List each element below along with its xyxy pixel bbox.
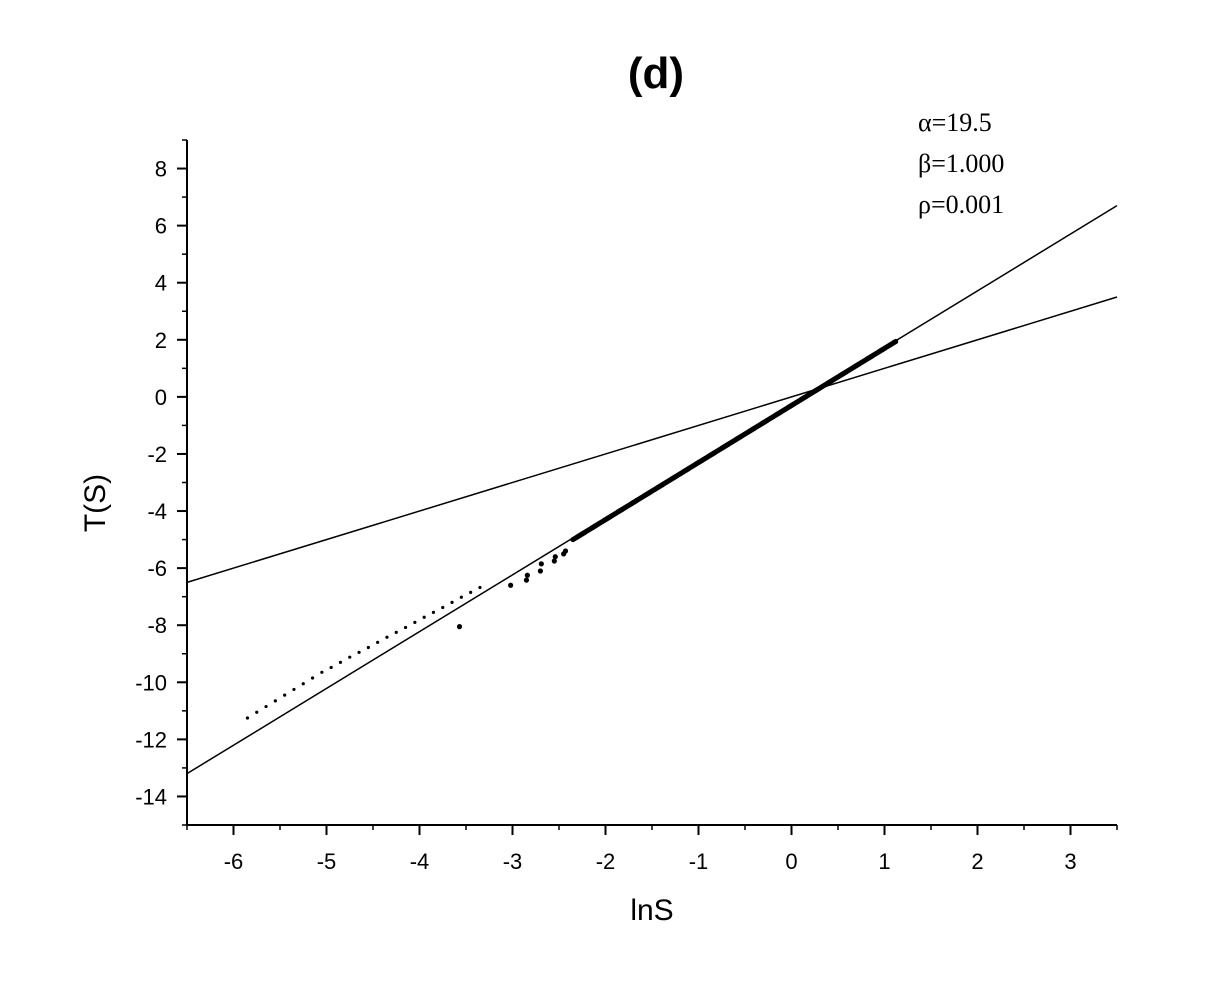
- data-point: [394, 630, 398, 634]
- x-axis-label: lnS: [630, 894, 673, 927]
- data-point: [478, 585, 482, 590]
- y-tick-label: 2: [155, 328, 167, 353]
- y-tick-label: 4: [155, 271, 167, 296]
- y-axis-label: T(S): [79, 474, 112, 532]
- data-point: [310, 676, 315, 680]
- y-tick-label: -10: [135, 670, 167, 695]
- x-tick-label: 3: [1064, 849, 1076, 874]
- x-tick-label: -6: [224, 849, 244, 874]
- annotation-beta: β=1.000: [918, 149, 1004, 178]
- data-point: [422, 615, 426, 619]
- data-point: [538, 561, 544, 567]
- data-point: [292, 687, 296, 692]
- data-point: [456, 624, 463, 630]
- data-point: [893, 338, 899, 345]
- x-tick-label: -1: [689, 849, 709, 874]
- data-point: [264, 704, 268, 709]
- annotation-rho: ρ=0.001: [918, 190, 1004, 219]
- data-point: [413, 620, 417, 624]
- y-tick-label: -8: [147, 613, 167, 638]
- annotation-alpha: α=19.5: [918, 108, 992, 137]
- data-point: [255, 710, 259, 714]
- data-point: [431, 610, 436, 614]
- x-tick-label: -4: [410, 849, 430, 874]
- data-point: [441, 605, 445, 610]
- data-point: [469, 590, 473, 594]
- data-point: [459, 595, 463, 599]
- x-tick-label: 0: [785, 849, 797, 874]
- data-point: [348, 655, 352, 659]
- data-point: [537, 568, 544, 574]
- y-tick-label: -4: [147, 499, 167, 524]
- x-tick-label: 2: [971, 849, 983, 874]
- data-point: [524, 572, 530, 578]
- data-point: [523, 577, 530, 583]
- x-tick-label: -3: [503, 849, 523, 874]
- data-point: [357, 650, 361, 654]
- data-point: [366, 645, 370, 650]
- data-point: [273, 699, 277, 703]
- data-point: [376, 640, 380, 644]
- chart-title: (d): [628, 49, 684, 98]
- data-point: [385, 635, 389, 639]
- y-tick-label: -14: [135, 784, 167, 809]
- data-point: [508, 582, 514, 588]
- data-point: [403, 625, 408, 630]
- data-point: [450, 600, 454, 604]
- y-tick-label: -6: [147, 556, 167, 581]
- x-tick-label: -2: [596, 849, 616, 874]
- data-point: [562, 548, 569, 554]
- y-tick-label: 0: [155, 385, 167, 410]
- y-tick-label: 8: [155, 157, 167, 182]
- data-point: [320, 670, 324, 674]
- data-point: [329, 665, 333, 670]
- fit-line-2: [186, 296, 1118, 584]
- data-point: [301, 682, 305, 686]
- x-tick-label: 1: [878, 849, 890, 874]
- data-point: [552, 554, 558, 560]
- y-tick-label: 6: [155, 214, 167, 239]
- data-point: [551, 558, 557, 564]
- x-tick-label: -5: [317, 849, 337, 874]
- data-point: [245, 716, 250, 720]
- data-points: [245, 338, 899, 720]
- data-point: [338, 660, 343, 664]
- y-tick-label: -2: [147, 442, 167, 467]
- y-tick-label: -12: [135, 727, 167, 752]
- data-point: [283, 693, 287, 697]
